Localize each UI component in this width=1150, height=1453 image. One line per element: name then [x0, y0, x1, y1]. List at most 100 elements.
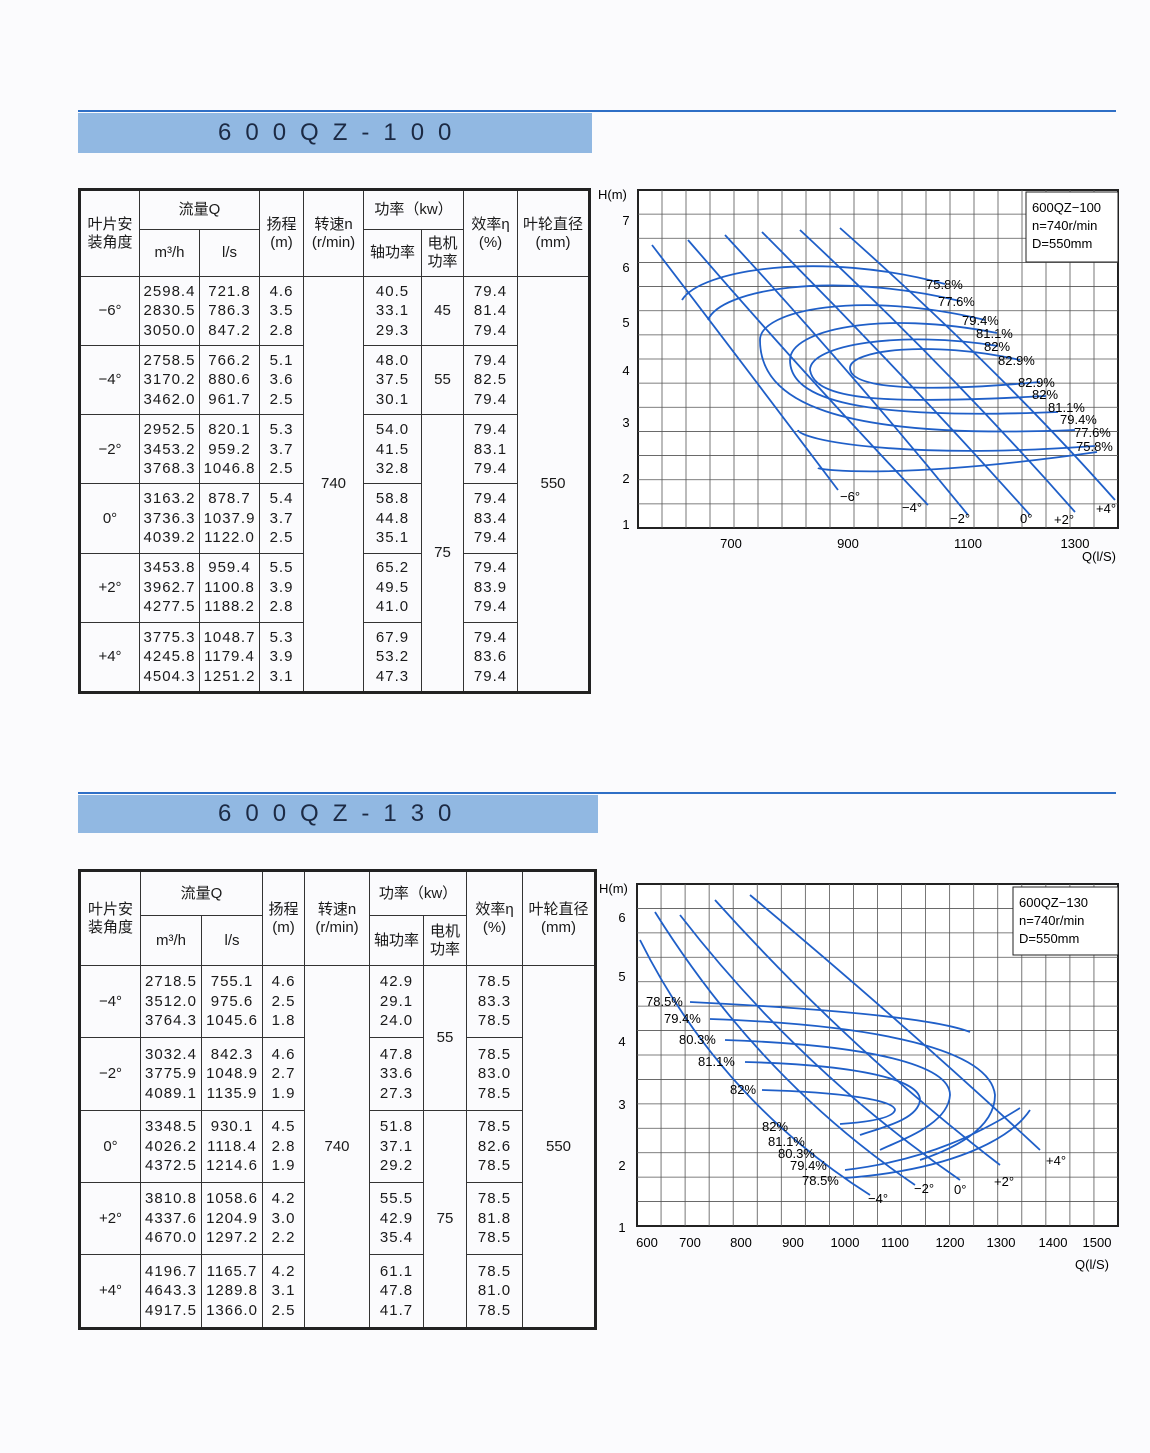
section-2-title: 600QZ-130: [218, 800, 466, 827]
header-flow-ls: l/s: [200, 915, 264, 966]
header-eff-text: 效率η: [475, 900, 514, 918]
header-motor-power-text: 电机功率: [427, 235, 458, 270]
head-value: 5.4: [269, 490, 294, 508]
section-2-rule: [78, 792, 1116, 794]
header-speed-text: 转速n: [317, 900, 357, 918]
efficiency-contour: [681, 265, 946, 301]
flow-m3h-value: 2598.4: [143, 282, 196, 300]
flow-ls-value: 721.8: [208, 282, 251, 300]
flow-m3h-value: 4643.3: [145, 1282, 197, 1300]
head-cell: 5.3 3.9 3.1: [259, 621, 305, 694]
flow-m3h-value: 3453.8: [143, 559, 196, 577]
header-angle-text: 叶片安装角度: [87, 215, 133, 251]
angle-value: +4°: [98, 648, 122, 666]
header-flow-m3h: m³/h: [140, 915, 202, 966]
head-cell: 5.1 3.6 2.5: [259, 345, 305, 416]
angle-cell: 0°: [79, 483, 140, 554]
efficiency-value: 83.3: [477, 992, 512, 1010]
x-tick-label: 700: [679, 1235, 701, 1250]
shaft-power-cell: 55.5 42.9 35.4: [369, 1182, 425, 1256]
header-eff-text: 效率η: [471, 215, 510, 233]
section-2-title-bar: 600QZ-130: [78, 795, 598, 833]
efficiency-value: 78.5: [477, 1262, 512, 1280]
flow-ls-value: 1100.8: [204, 578, 255, 596]
efficiency-label: 79.4%: [664, 1011, 701, 1026]
blade-angle-curve: [724, 234, 969, 516]
efficiency-value: 79.4: [473, 490, 508, 508]
shaft-power-value: 35.4: [379, 1229, 414, 1247]
shaft-power-value: 54.0: [375, 421, 410, 439]
efficiency-cell: 79.4 83.4 79.4: [463, 483, 519, 554]
angle-value: +2°: [98, 578, 122, 596]
speed-cell: 740: [304, 965, 371, 1329]
shaft-power-value: 37.5: [375, 371, 410, 389]
header-shaft-power: 轴功率: [363, 229, 423, 277]
head-value: 3.7: [269, 509, 294, 527]
header-flow: 流量Q: [139, 870, 264, 916]
flow-ls-cell: 878.7 1037.9 1122.0: [198, 483, 261, 554]
y-tick-label: 4: [622, 363, 629, 378]
header-flow-text: 流量Q: [178, 201, 221, 218]
header-head-unit: (m): [272, 918, 295, 936]
head-value: 3.1: [271, 1282, 296, 1300]
x-tick-label: 1300: [1061, 536, 1090, 551]
header-diameter-unit: (mm): [535, 233, 571, 251]
flow-m3h-value: 4277.5: [143, 598, 196, 616]
efficiency-value: 79.4: [473, 390, 508, 408]
flow-m3h-value: 4917.5: [145, 1301, 197, 1319]
blade-angle-curve: [679, 914, 961, 1181]
x-tick-label: 900: [837, 536, 859, 551]
x-axis-label: Q(l/S): [1075, 1257, 1109, 1272]
flow-m3h-value: 3512.0: [145, 992, 197, 1010]
efficiency-value: 82.5: [473, 371, 508, 389]
efficiency-value: 78.5: [477, 1012, 512, 1030]
diameter-value: 550: [540, 475, 566, 493]
flow-m3h-value: 3736.3: [143, 509, 196, 527]
diameter-cell: 550: [517, 276, 591, 693]
flow-m3h-value: 4039.2: [143, 529, 196, 547]
flow-ls-value: 1165.7: [206, 1262, 258, 1280]
table-row: −2° 2952.5 3453.2 3768.3 820.1 959.2 1046.8 5.3…: [79, 414, 590, 693]
speed-value: 740: [321, 475, 347, 493]
efficiency-cell: 78.5 82.6 78.5: [466, 1109, 524, 1184]
y-tick-label: 6: [618, 910, 625, 925]
header-motor-power-text: 电机功率: [430, 922, 461, 958]
header-speed: 转速n (r/min): [304, 870, 371, 966]
flow-ls-value: 1045.6: [206, 1012, 258, 1030]
efficiency-cell: 78.5 83.0 78.5: [466, 1037, 524, 1111]
efficiency-contour: [707, 284, 961, 321]
angle-cell: −2°: [79, 414, 140, 485]
flow-ls-value: 786.3: [208, 302, 251, 320]
efficiency-value: 79.4: [473, 321, 508, 339]
table-row: −6° 2598.4 2830.5 3050.0 721.8 786.3 847.2 4.6 3…: [79, 275, 591, 693]
flow-m3h-value: 4504.3: [143, 667, 196, 685]
efficiency-label: 77.6%: [938, 294, 975, 309]
shaft-power-cell: 48.0 37.5 30.1: [363, 345, 423, 416]
table-row: −2° 3032.4 3775.9 4089.1 842.3 1048.9 1135.9 4.…: [79, 1037, 596, 1111]
blade-angle-label: −4°: [902, 500, 922, 515]
efficiency-cell: 79.4 83.6 79.4: [463, 621, 519, 694]
head-cell: 4.6 2.7 1.9: [262, 1037, 306, 1111]
blade-angle-label: −4°: [868, 1191, 888, 1206]
header-speed-text: 转速n: [314, 215, 353, 233]
angle-cell: −6°: [79, 275, 140, 347]
head-cell: 4.2 3.0 2.2: [262, 1182, 306, 1256]
angle-value: 0°: [102, 509, 118, 527]
header-head-text: 扬程: [266, 215, 297, 233]
efficiency-value: 81.4: [473, 302, 508, 320]
angle-cell: −4°: [79, 964, 141, 1039]
flow-ls-value: 820.1: [208, 421, 251, 439]
head-value: 3.5: [269, 302, 294, 320]
blade-angle-label: −6°: [840, 489, 860, 504]
flow-m3h-cell: 3810.8 4337.6 4670.0: [140, 1182, 202, 1256]
head-cell: 4.6 3.5 2.8: [259, 275, 305, 347]
head-value: 4.6: [271, 973, 296, 991]
shaft-power-value: 29.3: [375, 321, 410, 339]
table-row: −4° 2718.5 3512.0 3764.3 755.1 975.6 1045.6 4.6…: [79, 964, 597, 1329]
header-diameter: 叶轮直径 (mm): [522, 870, 597, 966]
header-power: 功率（kw）: [369, 870, 468, 916]
flow-m3h-value: 3775.9: [145, 1065, 197, 1083]
head-value: 3.0: [271, 1209, 296, 1227]
shaft-power-value: 48.0: [375, 351, 410, 369]
flow-m3h-value: 2718.5: [145, 973, 197, 991]
